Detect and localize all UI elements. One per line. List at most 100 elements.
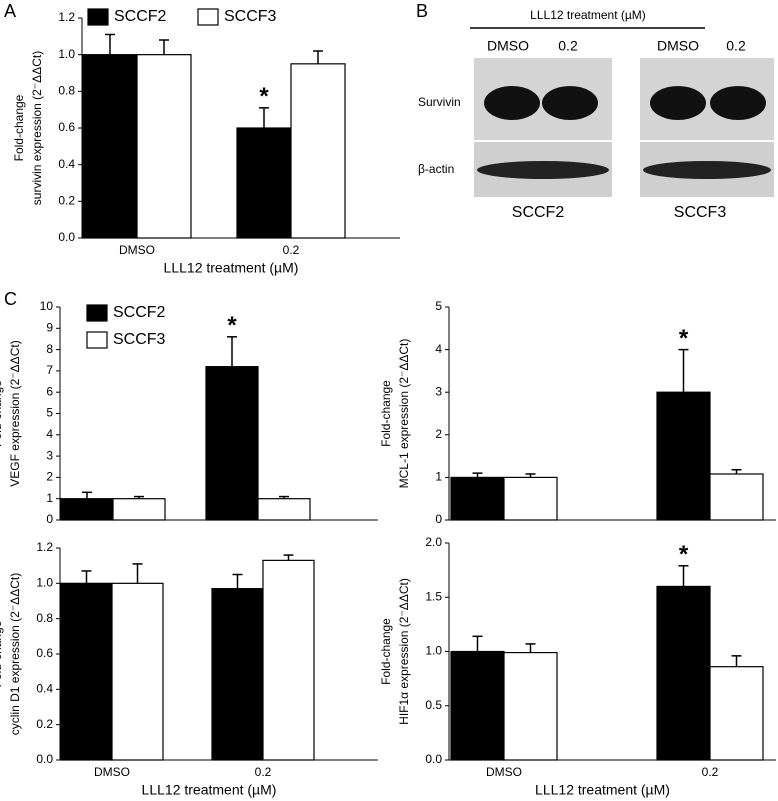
x-tick-label: DMSO (486, 765, 522, 779)
y-tick-label: 2 (46, 470, 53, 484)
lane-label: DMSO (657, 38, 699, 54)
y-axis-label: Fold-change (0, 620, 4, 687)
x-tick-label: 0.2 (702, 765, 719, 779)
significance-mark: * (679, 325, 689, 352)
y-tick-label: 0.6 (36, 646, 53, 660)
panel-label: C (4, 289, 17, 309)
row-label: Survivin (418, 95, 461, 109)
bar (211, 588, 264, 761)
y-tick-label: 5 (435, 299, 442, 313)
blot-band (710, 86, 766, 120)
legend-label: SCCF2 (113, 304, 166, 321)
y-tick-label: 5 (46, 406, 53, 420)
y-axis-label: Fold-change (379, 380, 393, 447)
y-tick-label: 0.0 (425, 752, 442, 766)
bar (136, 54, 192, 239)
bar (450, 650, 505, 761)
legend-label: SCCF3 (224, 8, 277, 25)
bar (82, 54, 138, 239)
y-tick-label: 0 (46, 512, 53, 526)
cell-line-label: SCCF3 (674, 204, 727, 221)
y-axis-label: Fold-change (12, 94, 26, 161)
legend-swatch (87, 8, 109, 26)
y-tick-label: 4 (435, 342, 442, 356)
bar (60, 498, 114, 521)
y-tick-label: 0 (435, 512, 442, 526)
significance-mark: * (259, 83, 269, 110)
x-axis-label: LLL12 treatment (µM) (164, 260, 299, 276)
legend-swatch (197, 8, 219, 26)
y-tick-label: 1.0 (58, 47, 75, 61)
y-tick-label: 0.8 (58, 84, 75, 98)
western-blot: LLL12 treatment (µM) DMSO 0.2 DMSO 0.2 S… (418, 8, 774, 221)
legend-label: SCCF3 (113, 331, 166, 348)
x-tick-label: 0.2 (255, 765, 272, 779)
y-tick-label: 4 (46, 427, 53, 441)
y-tick-label: 8 (46, 342, 53, 356)
y-tick-label: 6 (46, 384, 53, 398)
significance-mark: * (227, 312, 237, 339)
bar (257, 498, 311, 521)
blot-band (643, 161, 771, 179)
y-axis-label: Fold-change (0, 380, 4, 447)
y-tick-label: 0.4 (36, 682, 53, 696)
y-axis-label: survivin expression (2⁻ΔΔCt) (30, 51, 44, 205)
legend-label: SCCF2 (114, 8, 167, 25)
y-tick-label: 1.5 (425, 589, 442, 603)
blot-band (484, 86, 540, 120)
bar (290, 63, 346, 239)
blot-band (542, 86, 598, 120)
y-tick-label: 1.2 (36, 540, 53, 554)
bar (262, 559, 315, 761)
x-tick-label: DMSO (94, 765, 130, 779)
y-tick-label: 0.2 (36, 717, 53, 731)
y-tick-label: 0.8 (36, 611, 53, 625)
cell-line-label: SCCF2 (512, 204, 565, 221)
y-tick-label: 1.0 (425, 644, 442, 658)
y-tick-label: 10 (40, 299, 54, 313)
bar (205, 366, 259, 521)
y-axis-label: HIF1α expression (2⁻ΔΔCt) (397, 578, 411, 725)
y-tick-label: 3 (46, 448, 53, 462)
bar (656, 585, 711, 761)
lane-label: 0.2 (726, 38, 746, 54)
bar (112, 498, 166, 521)
bar (236, 127, 292, 239)
row-label: β-actin (418, 162, 454, 176)
y-tick-label: 0.0 (36, 752, 53, 766)
bar (709, 666, 764, 761)
bar (60, 582, 113, 761)
bar (656, 391, 711, 521)
y-tick-label: 9 (46, 320, 53, 334)
y-axis-label: cyclin D1 expression (2⁻ΔΔCt) (8, 573, 22, 735)
y-axis-label: VEGF expression (2⁻ΔΔCt) (8, 340, 22, 486)
y-tick-label: 1.2 (58, 10, 75, 24)
bar (111, 582, 164, 761)
y-tick-label: 1 (46, 491, 53, 505)
x-tick-label: DMSO (119, 243, 155, 257)
x-axis-label: LLL12 treatment (µM) (142, 782, 277, 798)
y-tick-label: 1.0 (36, 576, 53, 590)
x-tick-label: 0.2 (283, 243, 300, 257)
y-tick-label: 1 (435, 470, 442, 484)
y-tick-label: 0.0 (58, 230, 75, 244)
blot-band (477, 161, 609, 179)
y-tick-label: 3 (435, 384, 442, 398)
bar (450, 476, 505, 521)
y-tick-label: 0.2 (58, 194, 75, 208)
y-tick-label: 2 (435, 427, 442, 441)
y-tick-label: 2.0 (425, 535, 442, 549)
y-tick-label: 0.6 (58, 120, 75, 134)
legend-swatch (86, 304, 108, 322)
blot-band (650, 86, 706, 120)
y-tick-label: 7 (46, 363, 53, 377)
bar (503, 651, 558, 761)
y-axis-label: MCL-1 expression (2⁻ΔΔCt) (397, 339, 411, 489)
y-tick-label: 0.4 (58, 157, 75, 171)
y-axis-label: Fold-change (379, 618, 393, 685)
panel-label: A (4, 1, 16, 21)
lane-label: DMSO (487, 38, 529, 54)
lane-label: 0.2 (558, 38, 578, 54)
y-tick-label: 0.5 (425, 698, 442, 712)
